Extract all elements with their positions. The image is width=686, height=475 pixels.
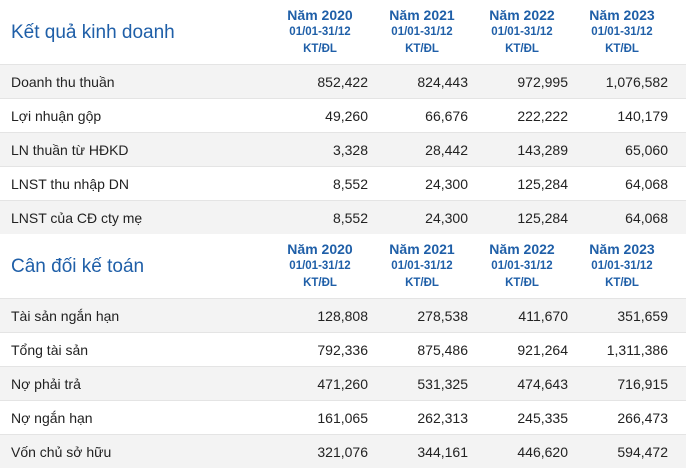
business-results-section: Kết quả kinh doanh Năm 2020 01/01-31/12 … xyxy=(0,0,686,234)
cell-2021: 531,325 xyxy=(417,375,468,392)
cell-2020: 792,336 xyxy=(317,341,368,358)
cell-2021: 66,676 xyxy=(425,107,468,124)
cell-2021: 262,313 xyxy=(417,409,468,426)
cell-2022: 474,643 xyxy=(517,375,568,392)
table-row: Nợ ngắn hạn 161,065 262,313 245,335 266,… xyxy=(0,400,686,434)
table-row: Tài sản ngắn hạn 128,808 278,538 411,670… xyxy=(0,298,686,332)
column-period: 01/01-31/12 xyxy=(591,259,653,272)
column-header-2020: Năm 2020 01/01-31/12 KT/ĐL xyxy=(268,241,372,292)
column-period: 01/01-31/12 xyxy=(591,25,653,38)
column-header-2022: Năm 2022 01/01-31/12 KT/ĐL xyxy=(472,7,572,58)
cell-2022: 921,264 xyxy=(517,341,568,358)
cell-2023: 65,060 xyxy=(625,141,668,158)
column-unit: KT/ĐL xyxy=(605,42,639,55)
cell-2021: 875,486 xyxy=(417,341,468,358)
column-period: 01/01-31/12 xyxy=(391,259,453,272)
column-header-2021: Năm 2021 01/01-31/12 KT/ĐL xyxy=(372,7,472,58)
column-header-2020: Năm 2020 01/01-31/12 KT/ĐL xyxy=(268,7,372,58)
column-header-2021: Năm 2021 01/01-31/12 KT/ĐL xyxy=(372,241,472,292)
cell-2022: 972,995 xyxy=(517,73,568,90)
business-results-header: Kết quả kinh doanh Năm 2020 01/01-31/12 … xyxy=(0,0,686,64)
cell-2021: 278,538 xyxy=(417,307,468,324)
cell-2022: 143,289 xyxy=(517,141,568,158)
column-unit: KT/ĐL xyxy=(405,276,439,289)
cell-2023: 351,659 xyxy=(617,307,668,324)
cell-2020: 128,808 xyxy=(317,307,368,324)
cell-2020: 8,552 xyxy=(332,209,368,226)
row-label: Vốn chủ sở hữu xyxy=(11,443,112,460)
cell-2023: 266,473 xyxy=(617,409,668,426)
table-row: Lợi nhuận gộp 49,260 66,676 222,222 140,… xyxy=(0,98,686,132)
cell-2023: 1,311,386 xyxy=(606,341,668,358)
cell-2022: 245,335 xyxy=(517,409,568,426)
cell-2021: 24,300 xyxy=(425,175,468,192)
balance-sheet-section: Cân đối kế toán Năm 2020 01/01-31/12 KT/… xyxy=(0,234,686,468)
cell-2022: 125,284 xyxy=(517,175,568,192)
column-unit: KT/ĐL xyxy=(605,276,639,289)
table-row: LNST thu nhập DN 8,552 24,300 125,284 64… xyxy=(0,166,686,200)
column-period: 01/01-31/12 xyxy=(491,259,553,272)
column-year: Năm 2023 xyxy=(589,240,655,257)
cell-2020: 471,260 xyxy=(317,375,368,392)
row-label: Doanh thu thuần xyxy=(11,73,115,90)
column-year: Năm 2022 xyxy=(489,6,555,23)
table-row: LN thuần từ HĐKD 3,328 28,442 143,289 65… xyxy=(0,132,686,166)
cell-2023: 64,068 xyxy=(625,209,668,226)
column-period: 01/01-31/12 xyxy=(391,25,453,38)
row-label: Tổng tài sản xyxy=(11,341,89,358)
row-label: Lợi nhuận gộp xyxy=(11,107,102,124)
cell-2020: 852,422 xyxy=(317,73,368,90)
column-year: Năm 2022 xyxy=(489,240,555,257)
column-unit: KT/ĐL xyxy=(405,42,439,55)
table-row: Vốn chủ sở hữu 321,076 344,161 446,620 5… xyxy=(0,434,686,468)
cell-2023: 1,076,582 xyxy=(605,73,668,90)
cell-2022: 125,284 xyxy=(517,209,568,226)
column-unit: KT/ĐL xyxy=(505,276,539,289)
row-label: LNST thu nhập DN xyxy=(11,175,130,192)
cell-2021: 344,161 xyxy=(417,443,468,460)
cell-2020: 161,065 xyxy=(317,409,368,426)
column-unit: KT/ĐL xyxy=(505,42,539,55)
cell-2022: 222,222 xyxy=(517,107,568,124)
column-year: Năm 2021 xyxy=(389,6,455,23)
column-year: Năm 2020 xyxy=(287,240,353,257)
column-period: 01/01-31/12 xyxy=(289,259,351,272)
cell-2020: 321,076 xyxy=(317,443,368,460)
column-period: 01/01-31/12 xyxy=(491,25,553,38)
cell-2023: 64,068 xyxy=(625,175,668,192)
column-year: Năm 2021 xyxy=(389,240,455,257)
cell-2023: 594,472 xyxy=(617,443,668,460)
cell-2020: 3,328 xyxy=(332,141,368,158)
row-label: Tài sản ngắn hạn xyxy=(11,307,120,324)
cell-2022: 446,620 xyxy=(517,443,568,460)
cell-2021: 24,300 xyxy=(425,209,468,226)
section-title: Cân đối kế toán xyxy=(11,256,145,277)
table-row: Tổng tài sản 792,336 875,486 921,264 1,3… xyxy=(0,332,686,366)
table-row: Doanh thu thuần 852,422 824,443 972,995 … xyxy=(0,64,686,98)
cell-2023: 140,179 xyxy=(617,107,668,124)
balance-sheet-header: Cân đối kế toán Năm 2020 01/01-31/12 KT/… xyxy=(0,234,686,298)
column-header-2023: Năm 2023 01/01-31/12 KT/ĐL xyxy=(572,241,672,292)
column-header-2023: Năm 2023 01/01-31/12 KT/ĐL xyxy=(572,7,672,58)
column-year: Năm 2020 xyxy=(287,6,353,23)
column-period: 01/01-31/12 xyxy=(289,25,351,38)
cell-2020: 8,552 xyxy=(332,175,368,192)
table-row: LNST của CĐ cty mẹ 8,552 24,300 125,284 … xyxy=(0,200,686,234)
cell-2021: 824,443 xyxy=(417,73,468,90)
row-label: Nợ phải trả xyxy=(11,375,81,392)
row-label: LNST của CĐ cty mẹ xyxy=(11,209,143,226)
column-year: Năm 2023 xyxy=(589,6,655,23)
section-title: Kết quả kinh doanh xyxy=(11,22,175,43)
column-unit: KT/ĐL xyxy=(303,42,337,55)
column-header-2022: Năm 2022 01/01-31/12 KT/ĐL xyxy=(472,241,572,292)
row-label: Nợ ngắn hạn xyxy=(11,409,93,426)
row-label: LN thuần từ HĐKD xyxy=(11,141,129,158)
cell-2022: 411,670 xyxy=(518,307,568,324)
cell-2020: 49,260 xyxy=(325,107,368,124)
table-row: Nợ phải trả 471,260 531,325 474,643 716,… xyxy=(0,366,686,400)
column-unit: KT/ĐL xyxy=(303,276,337,289)
cell-2021: 28,442 xyxy=(425,141,468,158)
cell-2023: 716,915 xyxy=(617,375,668,392)
